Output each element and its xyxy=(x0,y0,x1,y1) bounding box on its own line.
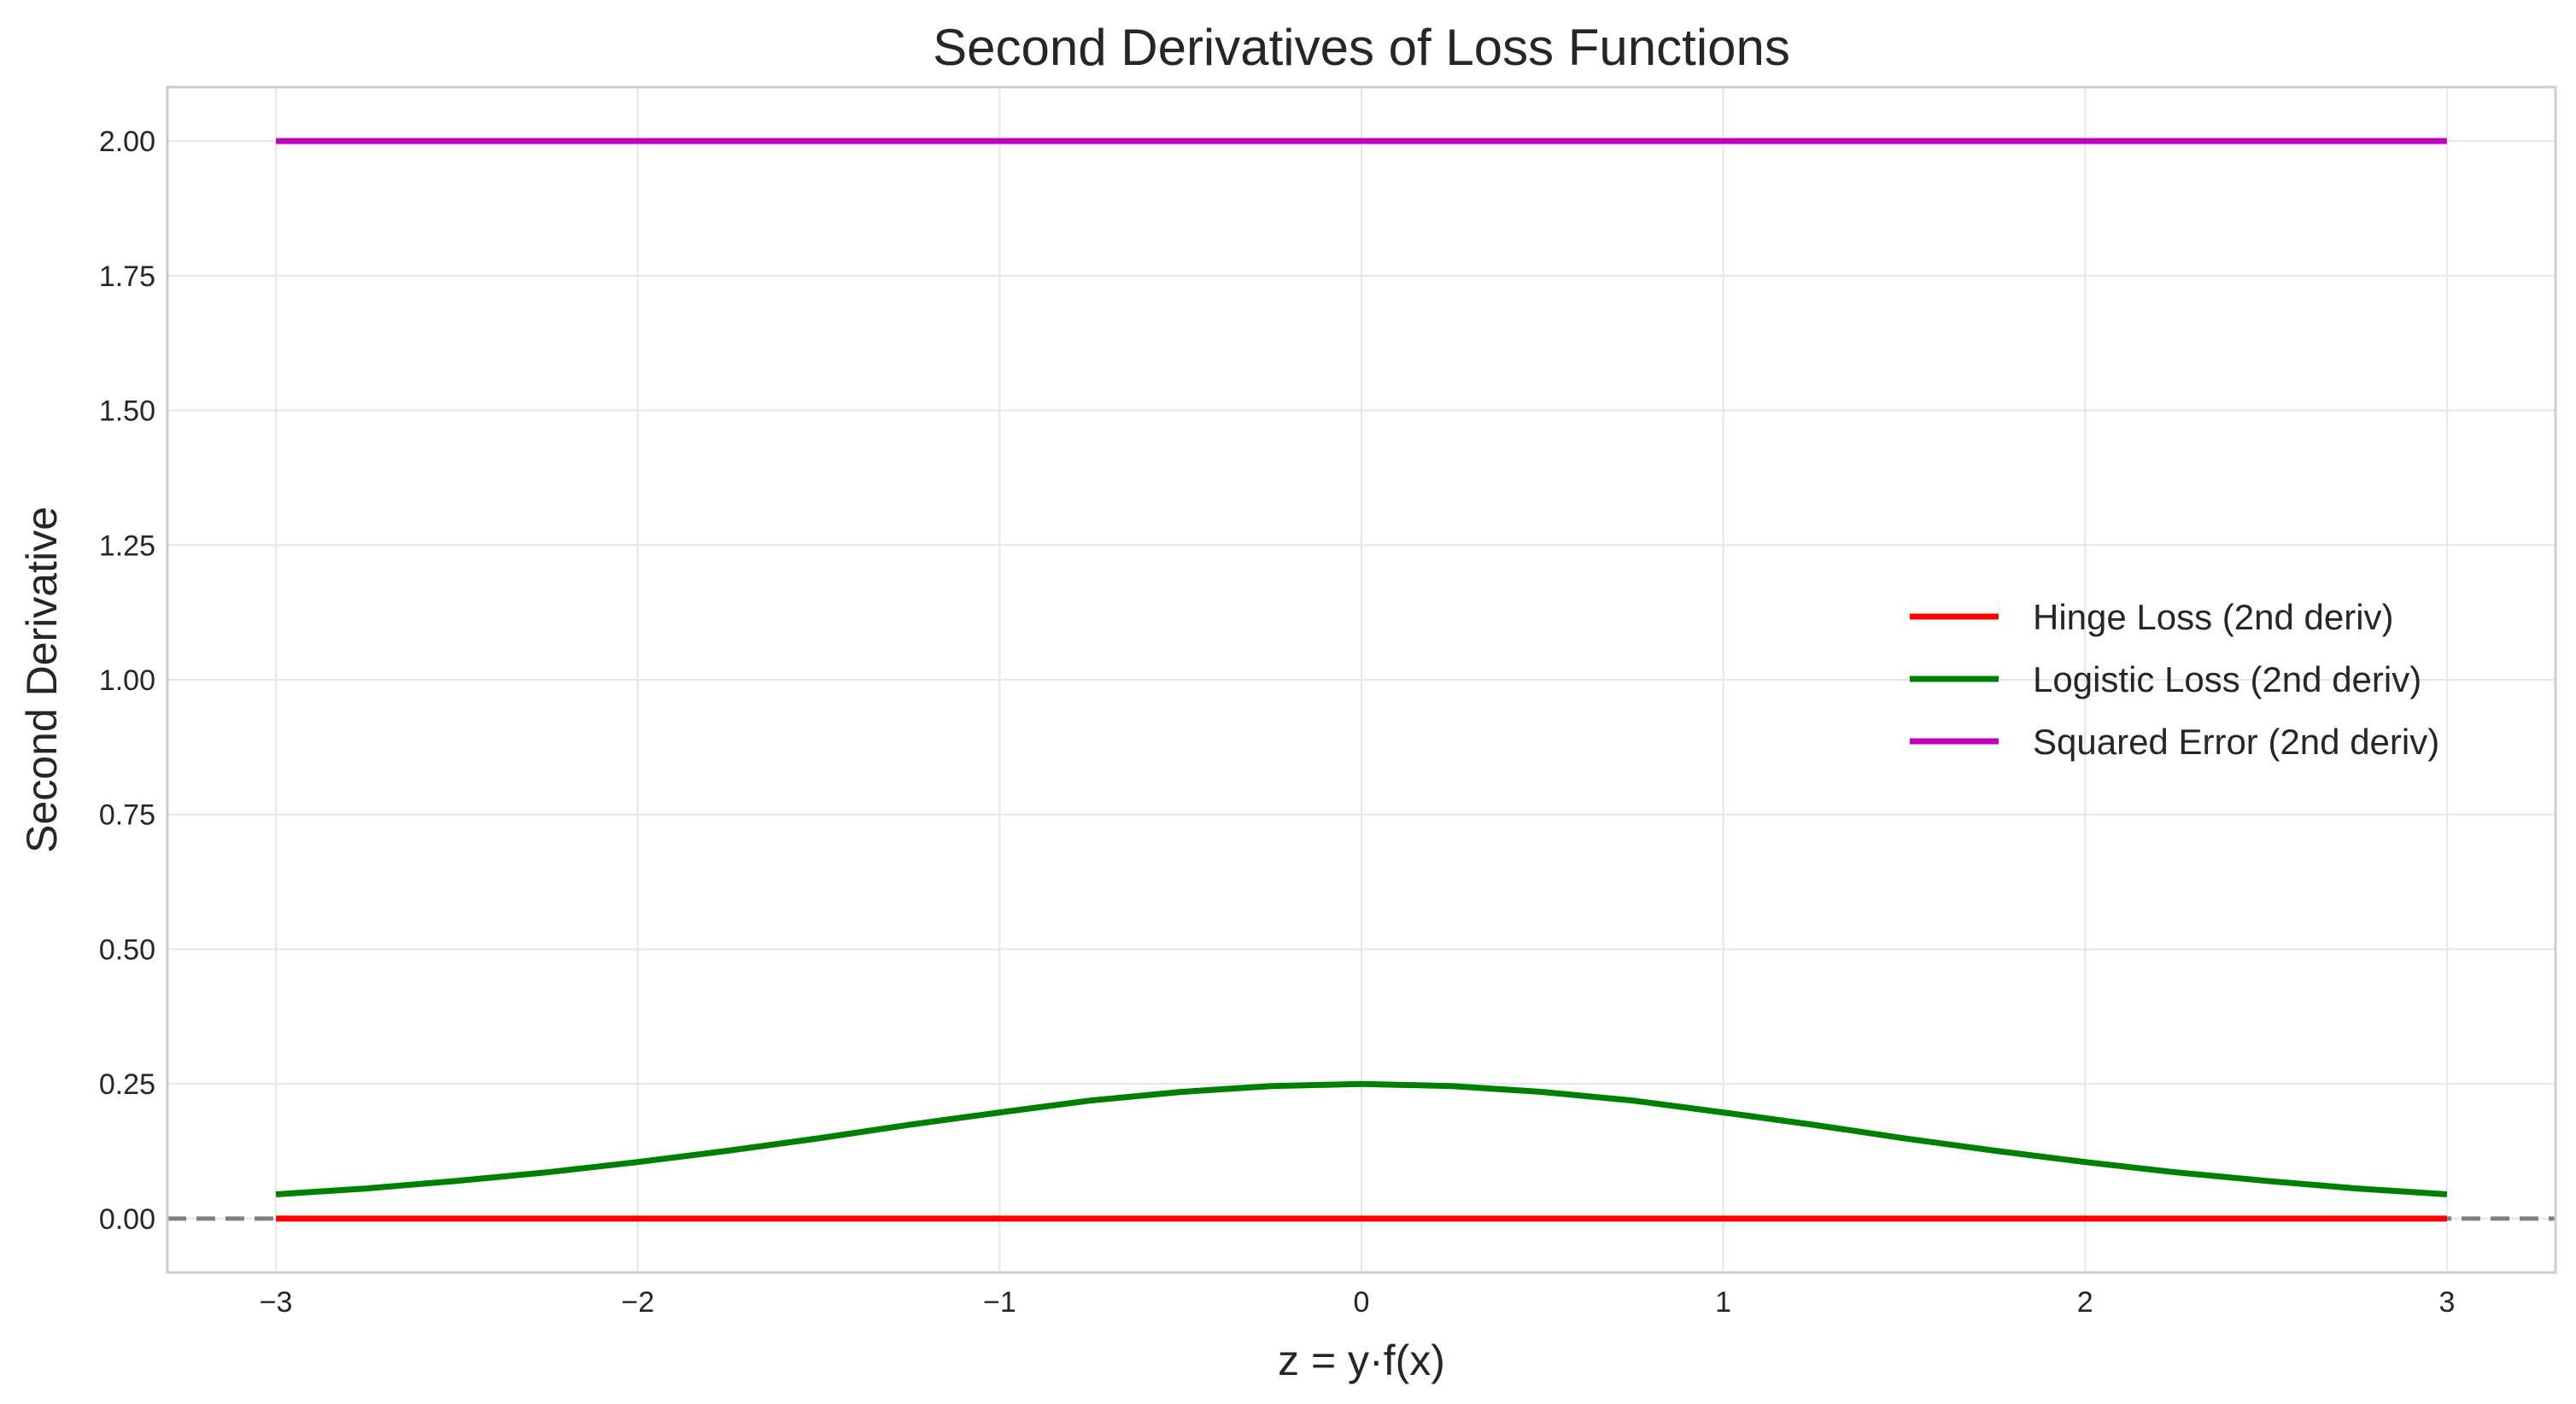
series-layer xyxy=(275,137,2448,1222)
grid xyxy=(167,87,2556,1272)
x-axis-label: z = y·f(x) xyxy=(1278,1337,1445,1384)
x-tick-label: −1 xyxy=(983,1286,1016,1319)
y-tick-label: 2.00 xyxy=(99,126,155,158)
y-tick-label: 1.25 xyxy=(99,529,155,562)
legend-label: Logistic Loss (2nd deriv) xyxy=(2033,659,2421,699)
y-tick-label: 1.00 xyxy=(99,664,155,697)
chart-title: Second Derivatives of Loss Functions xyxy=(933,19,1790,76)
legend-label: Squared Error (2nd deriv) xyxy=(2033,722,2439,762)
y-tick-label: 0.25 xyxy=(99,1068,155,1101)
y-tick-label: 0.00 xyxy=(99,1203,155,1236)
ticks: −3 −2 −1 0 1 2 3 0.00 0.25 0.50 0.75 1.00 1.25 1.50 1.… xyxy=(99,126,2456,1319)
x-tick-label: −2 xyxy=(621,1286,654,1319)
series-line-1 xyxy=(275,1080,2448,1197)
legend-label: Hinge Loss (2nd deriv) xyxy=(2033,597,2394,637)
x-tick-label: 1 xyxy=(1715,1286,1731,1319)
x-tick-label: 0 xyxy=(1354,1286,1370,1319)
y-tick-label: 1.50 xyxy=(99,395,155,428)
plot-frame xyxy=(166,85,2557,1274)
x-tick-label: −3 xyxy=(260,1286,293,1319)
x-tick-label: 3 xyxy=(2438,1286,2455,1319)
y-tick-label: 0.75 xyxy=(99,799,155,832)
y-tick-label: 0.50 xyxy=(99,933,155,966)
x-tick-label: 2 xyxy=(2077,1286,2093,1319)
legend: Hinge Loss (2nd deriv) Logistic Loss (2nd… xyxy=(1910,597,2439,762)
y-tick-label: 1.75 xyxy=(99,260,155,293)
y-axis-label: Second Derivative xyxy=(18,506,66,853)
